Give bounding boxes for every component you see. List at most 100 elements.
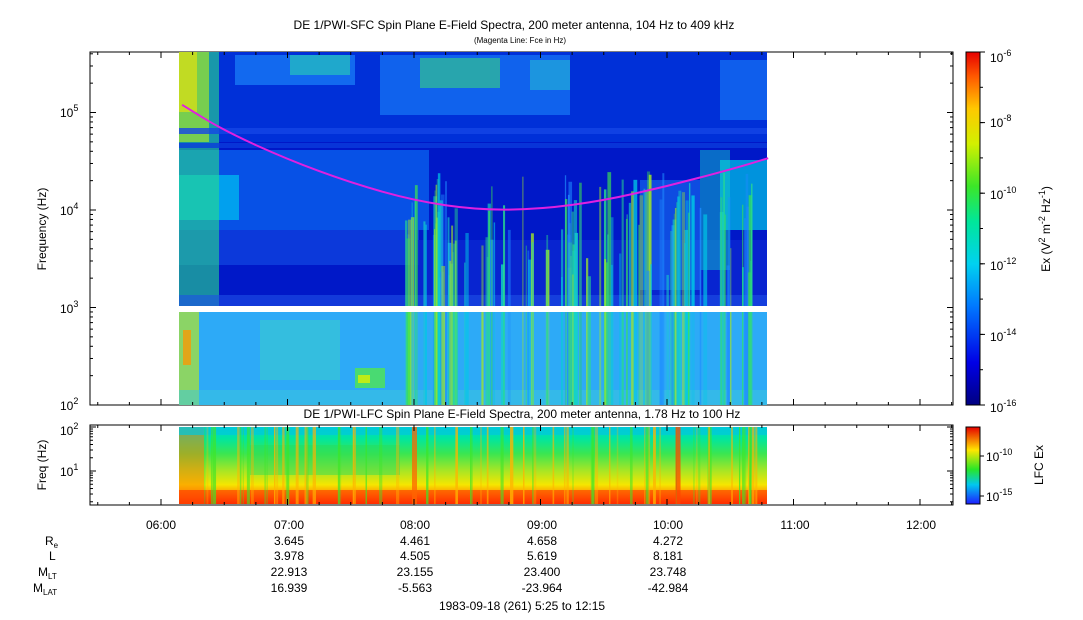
sfc-emission-streak	[481, 312, 484, 405]
time-tick-label-1000: 10:00	[653, 518, 683, 532]
sfc-emission-streak	[681, 312, 686, 405]
sfc-emission-streak	[750, 260, 752, 306]
lfc-emission-streak	[304, 427, 308, 504]
sfc-emission-streak	[672, 219, 677, 306]
lfc-emission-streak	[426, 427, 429, 504]
sfc-emission-streak	[434, 229, 436, 306]
sfc-emission-streak	[488, 210, 491, 306]
sfc-emission-streak	[645, 312, 647, 405]
sfc-emission-streak	[580, 312, 582, 405]
sfc-emission-streak	[671, 312, 675, 405]
lfc-emission-streak	[455, 427, 458, 504]
lfc-emission-streak	[312, 427, 316, 504]
lfc-colorbar: 10-10 10-15 LFC Ex	[965, 426, 1046, 505]
sfc-emission-streak	[724, 214, 726, 306]
lfc-emission-streak	[749, 427, 752, 504]
sfc-emission-streak	[485, 237, 489, 306]
sfc-emission-streak	[454, 312, 458, 405]
sfc-emission-streak	[414, 312, 417, 405]
sfc-emission-streak	[574, 312, 579, 405]
sfc-emission-streak	[628, 202, 631, 306]
ephem-l-1000: 8.181	[653, 549, 683, 563]
lfc-spectrogram-panel: 102 101 Freq (Hz)	[35, 421, 954, 506]
sfc-emission-streak	[561, 229, 564, 306]
sfc-emission-streak	[568, 242, 572, 306]
sfc-emission-streak	[650, 312, 652, 405]
lfc-emission-streak	[572, 427, 574, 504]
sfc-emission-streak	[691, 195, 695, 306]
sfc-emission-streak	[699, 207, 702, 306]
lfc-emission-streak	[246, 427, 250, 504]
lfc-emission-streak	[708, 427, 710, 504]
sfc-emission-streak	[530, 312, 534, 405]
lfc-emission-streak	[264, 427, 266, 504]
lfc-emission-streak	[471, 427, 473, 504]
sfc-emission-streak	[646, 312, 650, 405]
ephem-mlat-0700: 16.939	[271, 581, 308, 595]
sfc-emission-streak	[603, 189, 607, 306]
sfc-emission-streak	[522, 176, 524, 306]
sfc-emission-streak	[643, 312, 646, 405]
sfc-title: DE 1/PWI-SFC Spin Plane E-Field Spectra,…	[294, 18, 735, 32]
sfc-emission-streak	[441, 265, 446, 306]
sfc-emission-streak	[643, 188, 646, 306]
sfc-emission-streak	[452, 312, 456, 405]
lfc-emission-streak	[210, 427, 213, 504]
sfc-emission-streak	[441, 312, 446, 405]
sfc-emission-streak	[703, 312, 708, 405]
sfc-y-axis-ticks	[90, 53, 953, 406]
time-tick-label-0600: 06:00	[146, 518, 176, 532]
time-tick-label-0900: 09:00	[527, 518, 557, 532]
lfc-emission-streak	[379, 427, 383, 504]
sfc-emission-streak	[607, 312, 612, 405]
sfc-emission-streak	[500, 312, 505, 405]
lfc-emission-streak	[590, 427, 594, 504]
sfc-emission-streak	[527, 312, 530, 405]
time-axis-ticks	[97, 52, 953, 505]
sfc-emission-streak	[487, 312, 491, 405]
sfc-emission-streak	[407, 219, 412, 306]
sfc-emission-streak	[673, 312, 675, 405]
sfc-emission-streak	[610, 264, 613, 306]
sfc-emission-streak	[666, 274, 669, 306]
lfc-emission-streak	[647, 427, 651, 504]
sfc-emission-streak	[678, 312, 682, 405]
lfc-emission-streak	[751, 427, 755, 504]
sfc-emission-streak	[425, 224, 427, 306]
sfc-emission-streak	[674, 207, 677, 306]
sfc-emission-streak	[610, 312, 614, 405]
sfc-emission-streak	[639, 195, 644, 306]
sfc-emission-streak	[572, 244, 575, 306]
sfc-emission-streak	[451, 225, 454, 306]
lfc-emission-streak	[698, 427, 701, 504]
sfc-emission-streak	[638, 224, 640, 306]
lfc-emission-streak	[337, 427, 340, 504]
sfc-y-axis-label: Frequency (Hz)	[35, 188, 49, 271]
sfc-emission-streak	[503, 312, 506, 405]
lfc-emission-streak	[282, 427, 285, 504]
sfc-ytick-label-1e3: 103	[60, 299, 78, 316]
sfc-emission-streak	[491, 186, 493, 306]
sfc-emission-streak	[436, 312, 439, 405]
lfc-emission-streak	[285, 427, 289, 504]
sfc-emission-streak	[579, 182, 582, 306]
sfc-emission-streak	[607, 312, 609, 405]
sfc-emission-streak	[744, 218, 747, 306]
sfc-emission-streak	[688, 312, 691, 405]
sfc-emission-streak	[607, 172, 612, 306]
sfc-emission-streak	[648, 174, 652, 306]
sfc-emission-streak	[507, 229, 511, 306]
sfc-emission-streak	[436, 217, 439, 306]
ephem-l-0800: 4.505	[400, 549, 430, 563]
sfc-emission-streak	[685, 312, 689, 405]
lfc-emission-streak	[306, 427, 309, 504]
lfc-spectrogram-image	[179, 427, 767, 504]
sfc-emission-streak	[683, 243, 686, 306]
ephem-mlt-0900: 23.400	[524, 565, 561, 579]
sfc-colorbar-label: Ex (V2 m-2 Hz-1)	[1037, 186, 1053, 272]
sfc-emission-streak	[726, 265, 730, 306]
sfc-emission-streak	[687, 212, 690, 306]
sfc-emission-streak	[500, 264, 505, 306]
ephem-row-name-mlt: MLT	[38, 565, 57, 581]
sfc-colorbar-scale	[965, 51, 981, 406]
